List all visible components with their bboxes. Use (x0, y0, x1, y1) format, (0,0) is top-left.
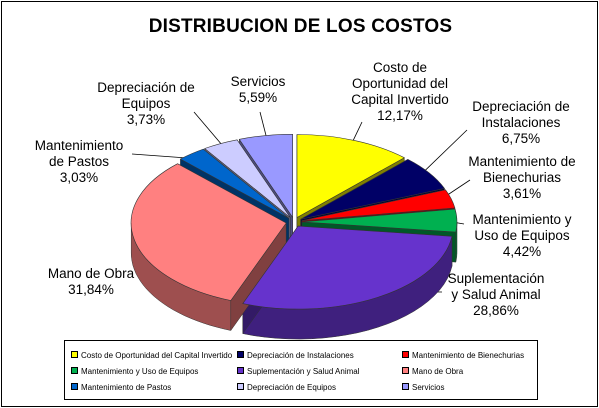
legend-swatch (237, 383, 244, 390)
legend-item: Mantenimiento de Bienechurias (402, 351, 524, 361)
label-costo-oportunidad: Costo de Oportunidad del Capital Inverti… (351, 60, 449, 123)
label-depreciacion-equipos: Depreciación de Equipos 3,73% (97, 80, 195, 127)
legend-item: Costo de Oportunidad del Capital Inverti… (71, 351, 232, 361)
legend-item: Suplementación y Salud Animal (237, 367, 360, 377)
pie-slice (242, 225, 453, 310)
legend-item: Depreciación de Equipos (237, 383, 336, 393)
legend-swatch (71, 351, 78, 358)
legend-item: Mantenimiento y Uso de Equipos (71, 367, 198, 377)
legend-swatch (71, 383, 78, 390)
pie-slice (296, 134, 405, 219)
pie-slice (130, 163, 287, 301)
pie-slice (301, 208, 458, 233)
leader-line (418, 129, 468, 177)
label-mantenimiento-pastos: Mantenimiento de Pastos 3,03% (34, 138, 124, 185)
legend-swatch (402, 351, 409, 358)
legend-item: Depreciación de Instalaciones (237, 351, 354, 361)
label-mano-de-obra: Mano de Obra 31,84% (47, 266, 135, 297)
label-suplementacion: Suplementación y Salud Animal 28,86% (447, 271, 545, 318)
pie-slice (238, 133, 293, 219)
chart-title: DISTRIBUCION DE LOS COSTOS (148, 16, 453, 37)
legend-swatch (237, 367, 244, 374)
legend-item: Mantenimiento de Pastos (71, 383, 171, 393)
label-mantenimiento-bienechurias: Mantenimiento de Bienechurias 3,61% (468, 154, 576, 201)
chart-legend: Costo de Oportunidad del Capital Inverti… (64, 340, 538, 400)
pie-slice (179, 148, 290, 219)
pie-slice (301, 189, 456, 221)
legend-item: Mano de Obra (402, 367, 463, 377)
label-servicios: Servicios 5,59% (230, 74, 286, 105)
label-depreciacion-instalaciones: Depreciación de Instalaciones 6,75% (472, 99, 570, 146)
legend-swatch (237, 351, 244, 358)
pie-slice (300, 159, 446, 220)
legend-swatch (71, 367, 78, 374)
legend-swatch (402, 383, 409, 390)
legend-item: Servicios (402, 383, 444, 393)
legend-swatch (402, 367, 409, 374)
pie-slice (204, 139, 291, 218)
label-mantenimiento-uso-equipos: Mantenimiento y Uso de Equipos 4,42% (472, 212, 572, 259)
